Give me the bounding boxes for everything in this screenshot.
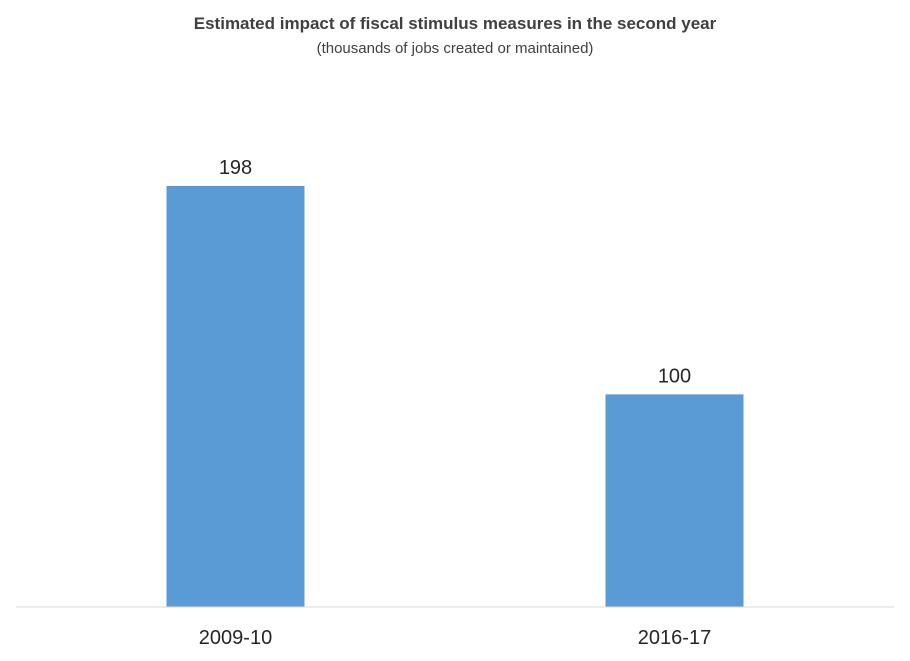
chart-title: Estimated impact of fiscal stimulus meas… — [194, 14, 717, 33]
bars-layer — [166, 186, 744, 607]
x-tick-label-2016-17: 2016-17 — [638, 627, 711, 649]
bar-2016-17 — [605, 394, 744, 607]
data-label-2009-10: 198 — [219, 157, 252, 179]
chart-subtitle: (thousands of jobs created or maintained… — [317, 40, 594, 57]
labels-layer: 198 2009-10 100 2016-17 — [199, 157, 711, 649]
data-label-2016-17: 100 — [658, 365, 691, 387]
x-tick-label-2009-10: 2009-10 — [199, 627, 272, 649]
bar-2009-10 — [166, 186, 305, 607]
